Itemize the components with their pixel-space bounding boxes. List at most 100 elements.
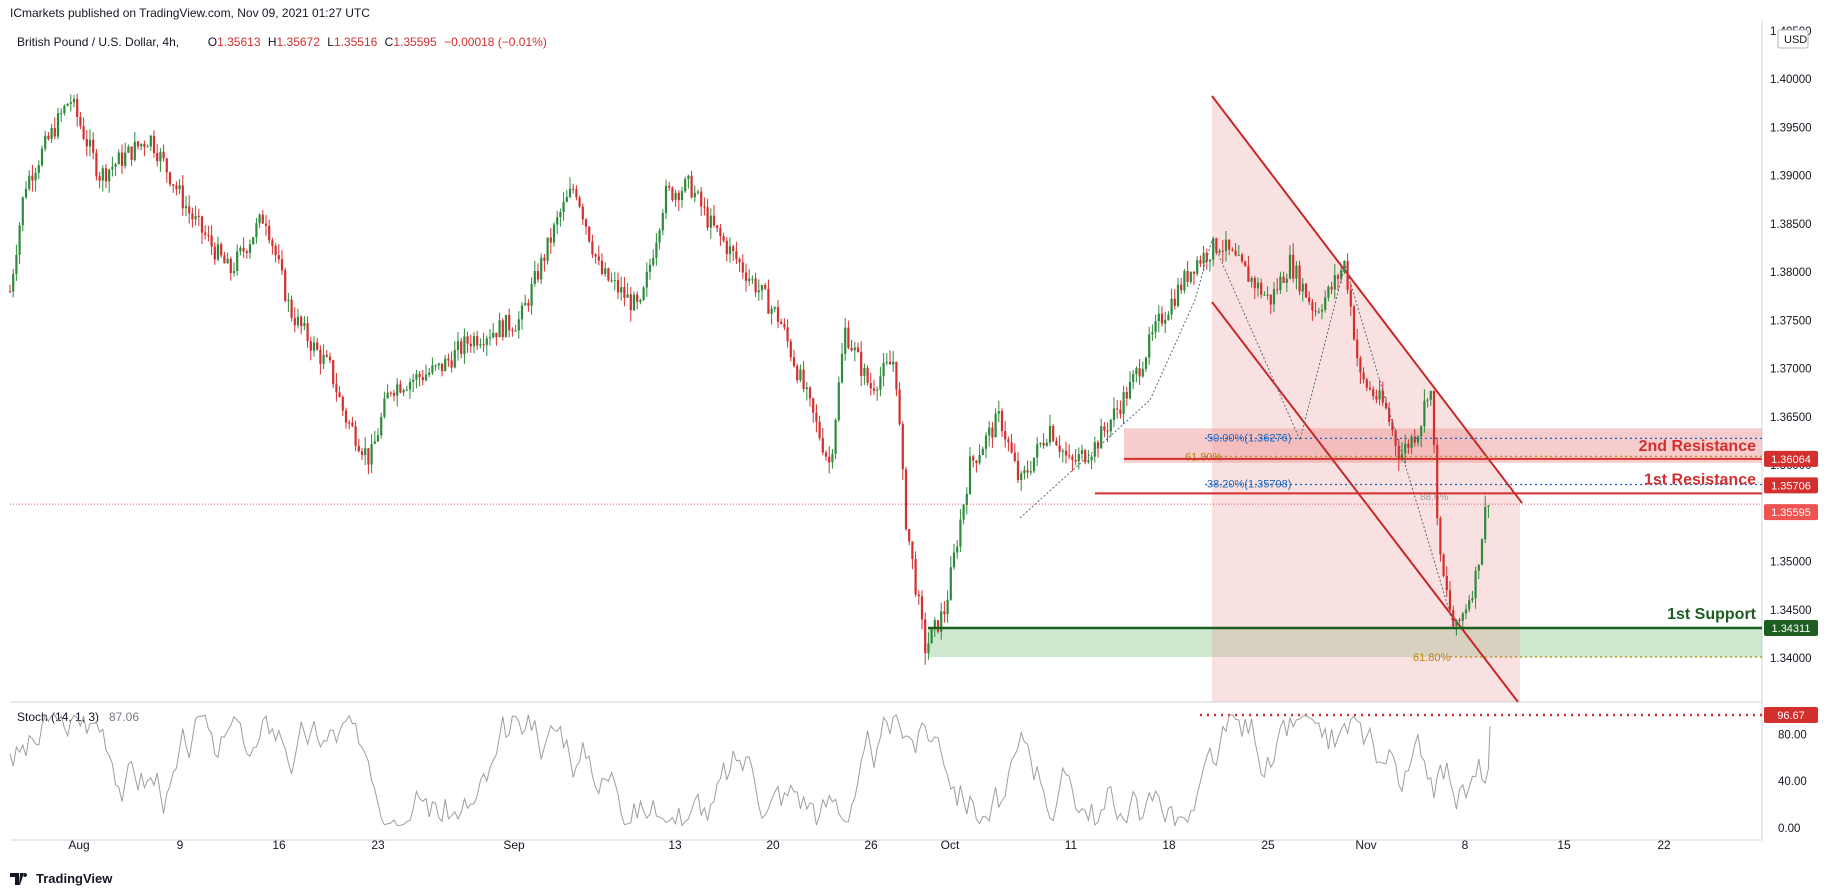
candle-body [933, 620, 936, 629]
candle-body [1253, 277, 1256, 289]
candle-body [1340, 269, 1343, 279]
candle-body [533, 271, 536, 284]
candle-body [524, 302, 527, 306]
candle-body [69, 102, 72, 104]
candle-body [1384, 402, 1388, 409]
candle-body [956, 546, 959, 553]
candle-body [479, 344, 482, 346]
candle-body [82, 126, 85, 139]
candle-body [821, 438, 824, 453]
candle-body [594, 254, 597, 257]
candle-body [1391, 421, 1394, 431]
candle-body [1327, 286, 1330, 298]
candle-body [133, 141, 136, 160]
candle-body [581, 206, 584, 220]
candle-body [437, 363, 440, 366]
candle-body [1461, 613, 1464, 621]
candle-body [184, 206, 188, 209]
candle-body [978, 455, 981, 464]
candle-body [965, 493, 968, 505]
time-tick-label: 11 [1065, 838, 1078, 852]
candle-body [50, 128, 53, 139]
candle-body [66, 103, 69, 106]
candle-body [306, 323, 309, 342]
candle-body [1052, 425, 1055, 441]
stoch-tick-label: 40.00 [1778, 776, 1807, 788]
candle-body [1330, 286, 1333, 290]
candle-body [1452, 609, 1455, 627]
candle-body [1058, 445, 1061, 452]
candle-body [1288, 254, 1292, 279]
candle-body [703, 206, 706, 208]
candle-body [565, 197, 568, 202]
candle-body [885, 361, 888, 363]
stoch-tick-label: 80.00 [1778, 729, 1807, 741]
candle-body [728, 246, 732, 255]
candle-body [360, 451, 364, 456]
candle-body [1263, 294, 1266, 296]
candle-body [1464, 609, 1468, 614]
candle-body [264, 223, 268, 226]
resistance-2-price-tag-bg [1764, 450, 1818, 467]
candle-body [194, 216, 197, 220]
candle-body [152, 135, 156, 153]
candle-body [738, 259, 741, 263]
candle-body [98, 176, 101, 181]
candle-body [1004, 431, 1007, 440]
candle-body [15, 254, 18, 275]
candle-body [1375, 396, 1378, 400]
candle-body [1362, 372, 1365, 380]
candle-body [1132, 374, 1135, 382]
candle-body [111, 166, 114, 170]
support-1-label: 1st Support [1667, 606, 1757, 623]
candle-body [1106, 430, 1109, 432]
candle-body [1096, 442, 1100, 449]
candle-body [1215, 238, 1218, 253]
candle-body [818, 421, 821, 439]
candle-body [1116, 408, 1119, 410]
candle-body [517, 319, 520, 331]
candle-body [1439, 518, 1442, 555]
candle-body [312, 342, 316, 351]
candle-body [280, 259, 284, 271]
candle-body [754, 278, 757, 293]
time-tick-label: 22 [1657, 838, 1671, 852]
candle-body [1196, 260, 1199, 274]
candle-body [690, 175, 693, 198]
candle-body [1042, 443, 1045, 446]
time-tick-label: 20 [766, 838, 780, 852]
candle-body [920, 596, 924, 620]
candle-body [1477, 564, 1480, 571]
candle-body [584, 219, 588, 227]
candle-body [927, 643, 930, 654]
low-label: L [327, 35, 334, 49]
candle-body [1128, 381, 1132, 399]
candle-body [216, 244, 220, 260]
candle-body [200, 216, 204, 233]
last-price-tag: 1.35595 [1771, 507, 1811, 519]
candle-body [504, 315, 508, 338]
candle-body [328, 356, 332, 361]
candle-body [370, 443, 373, 465]
candle-body [674, 192, 677, 200]
candle-body [1244, 261, 1247, 267]
time-tick-label: Oct [941, 838, 960, 852]
candle-body [1087, 460, 1090, 463]
candle-body [1346, 261, 1349, 290]
candle-body [1266, 294, 1269, 296]
candle-body [421, 377, 424, 381]
candle-body [1055, 440, 1058, 446]
candle-body [1157, 313, 1160, 322]
candle-body [364, 448, 367, 456]
price-tick-label: 1.38500 [1770, 219, 1812, 231]
support-1-price-tag-bg [1764, 619, 1818, 636]
candle-body [351, 422, 354, 427]
candle-body [648, 264, 652, 272]
tradingview-brand: TradingView [36, 871, 113, 886]
candle-body [687, 175, 690, 180]
price-tick-label: 1.38000 [1770, 267, 1812, 279]
candle-body [789, 341, 792, 358]
candle-body [1410, 436, 1413, 448]
candle-body [1420, 426, 1423, 437]
